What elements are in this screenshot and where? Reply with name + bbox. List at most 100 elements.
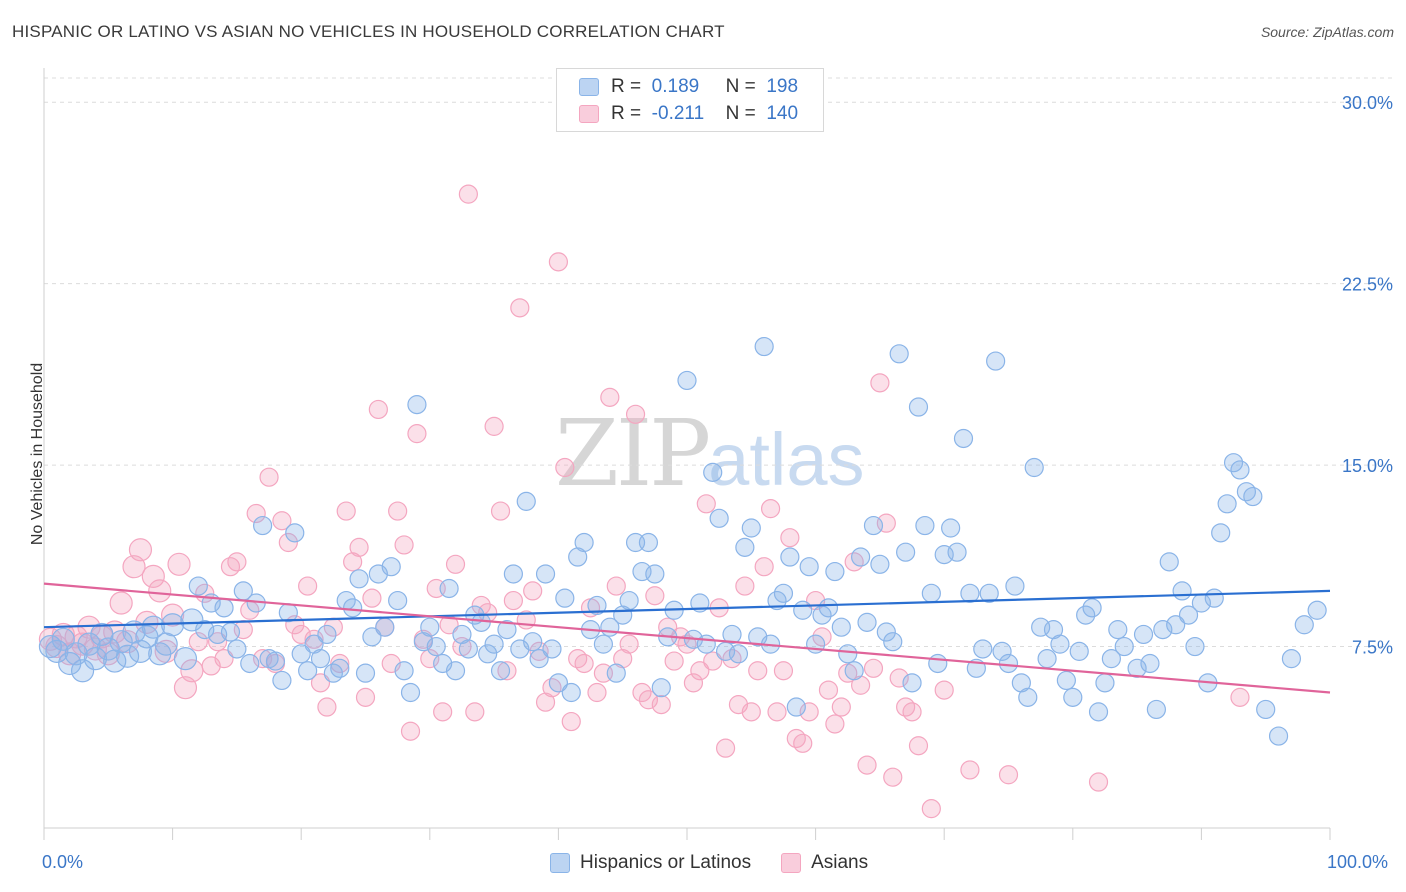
hispanic-point [1185, 636, 1205, 657]
hispanic-point [825, 561, 845, 582]
hispanic-point [523, 632, 543, 652]
hispanic-point [741, 518, 761, 538]
asian-point [497, 661, 517, 681]
hispanic-point [173, 647, 198, 671]
hispanic-point [317, 624, 337, 645]
asian-point [394, 535, 414, 555]
hispanic-point [265, 651, 286, 671]
watermark-atlas: atlas [708, 418, 865, 501]
asian-point [812, 627, 832, 647]
hispanic-point [555, 588, 575, 608]
asian-point [561, 711, 581, 732]
asian-point [458, 184, 478, 204]
asian-point [148, 579, 172, 603]
asian-point [291, 624, 311, 645]
hispanic-point [851, 547, 871, 567]
hispanic-point [343, 598, 363, 618]
hispanic-point [1095, 673, 1115, 693]
hispanic-point [1294, 615, 1314, 635]
hispanic-point [484, 634, 504, 654]
hispanic-trend-line [43, 589, 1331, 629]
asian-point [349, 537, 369, 557]
hispanic-point [703, 462, 723, 482]
asian-point [883, 767, 903, 787]
legend-row-hispanic: R = 0.189 N = 198 [579, 75, 798, 99]
hispanic-point [793, 600, 813, 620]
hispanic-point [1101, 649, 1121, 669]
hispanic-point [535, 564, 556, 584]
hispanic-point [1281, 649, 1302, 669]
chart-title: HISPANIC OR LATINO VS ASIAN NO VEHICLES … [12, 22, 725, 41]
hispanic-point [921, 583, 941, 603]
asian-point [908, 736, 929, 756]
hispanic-point [1166, 615, 1186, 635]
legend-n-label: N = [725, 76, 756, 97]
hispanic-point [844, 661, 864, 681]
legend-r-label: R = [611, 103, 642, 124]
hispanic-point [1256, 699, 1276, 720]
hispanic-point [355, 663, 376, 683]
asian-point [870, 373, 890, 393]
correlation-legend: R = 0.189 N = 198 R = -0.211 N = 140 [556, 68, 824, 132]
hispanic-point [77, 632, 101, 656]
hispanic-point [83, 647, 108, 671]
hispanic-point [574, 532, 594, 553]
hispanic-point [696, 634, 716, 654]
legend-label: Hispanics or Latinos [580, 852, 752, 873]
hispanic-point [388, 590, 408, 611]
hispanic-point [439, 578, 459, 599]
hispanic-point [1243, 486, 1263, 507]
hispanic-point [902, 673, 922, 693]
asian-point [600, 387, 620, 407]
hispanic-point [1211, 523, 1231, 543]
hispanic-point [619, 590, 639, 611]
asian-point [141, 564, 165, 588]
hispanic-point [998, 653, 1019, 674]
asian-point [208, 632, 228, 652]
hispanic-point [561, 682, 581, 703]
hispanic-point [638, 532, 659, 553]
asian-point [330, 653, 350, 674]
asian-point [161, 603, 185, 627]
hispanic-point [115, 644, 140, 668]
asian-point [167, 552, 191, 576]
hispanic-point [908, 397, 929, 417]
asian-point [503, 590, 523, 611]
asian-point [490, 501, 511, 521]
asian-point [227, 552, 247, 572]
hispanic-point [1268, 726, 1289, 746]
hispanic-point [1307, 600, 1327, 620]
asian-point [638, 690, 659, 710]
asian-point [304, 629, 324, 649]
watermark: ZIPatlas [555, 400, 864, 507]
asian-point [998, 765, 1019, 785]
hispanic-point [1127, 658, 1147, 678]
hispanic-point [490, 661, 511, 681]
legend-n-value: 198 [766, 76, 799, 97]
asian-point [863, 658, 884, 678]
hispanic-point [349, 569, 369, 589]
asian-point [773, 661, 794, 681]
asian-point [793, 733, 813, 753]
hispanic-point [1082, 598, 1102, 618]
hispanic-point [51, 627, 75, 651]
asian-point [960, 760, 980, 780]
asian-point [754, 557, 774, 577]
hispanic-point [1063, 687, 1083, 707]
x-tick-label-max: 100.0% [1327, 852, 1389, 872]
hispanic-point [362, 627, 382, 647]
hispanic-point [70, 659, 95, 683]
hispanic-point [941, 518, 961, 538]
asian-point [433, 702, 453, 722]
asian-point [780, 528, 800, 548]
hispanic-point [1159, 552, 1179, 572]
asian-point [767, 702, 787, 722]
asian-point [574, 653, 594, 674]
hispanic-point [870, 554, 890, 574]
hispanic-point [278, 603, 298, 623]
asian-point [188, 632, 208, 652]
asian-point [799, 702, 819, 722]
hispanic-point [1024, 457, 1044, 478]
hispanic-point [516, 491, 536, 511]
